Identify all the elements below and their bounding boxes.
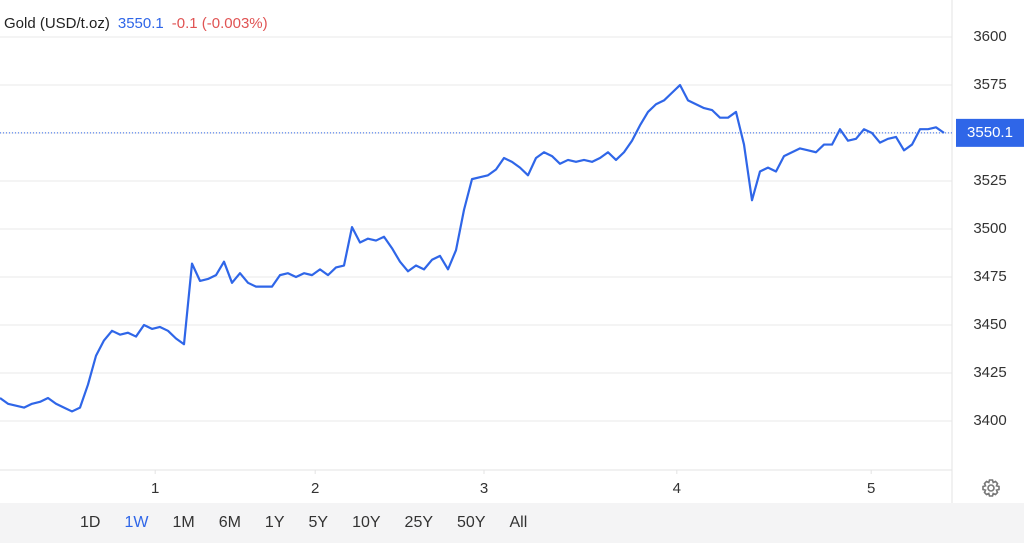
x-tick-label: 3 (480, 480, 488, 497)
range-buttons: 1D 1W 1M 6M 1Y 5Y 10Y 25Y 50Y All (70, 503, 541, 543)
settings-icon[interactable] (982, 479, 1000, 497)
y-tick-label: 3425 (973, 364, 1006, 381)
y-tick-label: 3450 (973, 316, 1006, 333)
y-tick-label: 3575 (973, 76, 1006, 93)
price-line (0, 83, 945, 413)
price-change: -0.1 (-0.003%) (171, 15, 268, 32)
x-tick-label: 4 (673, 480, 681, 497)
range-button[interactable]: 1M (162, 514, 204, 532)
x-tick-label: 2 (311, 480, 319, 497)
range-button[interactable]: 25Y (395, 514, 443, 532)
range-button[interactable]: 6M (209, 514, 251, 532)
y-tick-label: 3500 (973, 220, 1006, 237)
y-tick-label: 3400 (973, 412, 1006, 429)
instrument-title: Gold (USD/t.oz) (4, 15, 110, 32)
last-price: 3550.1 (117, 15, 164, 32)
range-button[interactable]: All (499, 514, 537, 532)
range-button[interactable]: 1W (114, 514, 158, 532)
y-tick-label: 3475 (973, 268, 1006, 285)
x-tick-label: 1 (151, 480, 159, 497)
range-button[interactable]: 50Y (447, 514, 495, 532)
x-tick-label: 5 (867, 480, 875, 497)
range-button[interactable]: 1D (70, 514, 110, 532)
range-button[interactable]: 5Y (299, 514, 339, 532)
range-button[interactable]: 10Y (342, 514, 390, 532)
range-button[interactable]: 1Y (255, 514, 295, 532)
header: Gold (USD/t.oz) 3550.1 -0.1 (-0.003%) (4, 15, 268, 32)
chart: 3400342534503475350035253550357536001234… (0, 0, 1024, 503)
range-bar: 1D 1W 1M 6M 1Y 5Y 10Y 25Y 50Y All (0, 503, 1024, 543)
last-price-tag-label: 3550.1 (967, 124, 1013, 141)
y-tick-label: 3600 (973, 28, 1006, 45)
y-tick-label: 3525 (973, 172, 1006, 189)
last-price-tag (956, 118, 1024, 147)
